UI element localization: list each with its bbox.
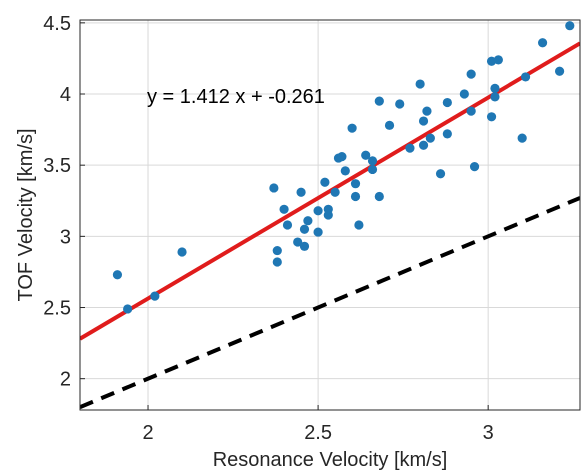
y-axis-ticks: 2 2.5 3 3.5 4 4.5 bbox=[43, 13, 85, 391]
x-tick-label: 2 bbox=[142, 422, 153, 444]
x-tick-label: 3 bbox=[483, 422, 494, 444]
data-point bbox=[469, 162, 480, 172]
data-point bbox=[150, 291, 160, 301]
data-point bbox=[272, 257, 282, 267]
y-tick-label: 4 bbox=[60, 84, 71, 106]
x-tick-label: 2.5 bbox=[304, 422, 332, 444]
data-point bbox=[418, 140, 429, 150]
data-point bbox=[554, 66, 565, 76]
data-point bbox=[459, 89, 469, 99]
data-point bbox=[520, 72, 531, 82]
data-point bbox=[279, 204, 289, 214]
data-point bbox=[466, 69, 476, 79]
data-point bbox=[323, 204, 333, 214]
data-point bbox=[361, 150, 371, 160]
data-point bbox=[299, 241, 310, 251]
data-point bbox=[422, 106, 432, 116]
y-tick-label: 2 bbox=[60, 369, 71, 391]
data-point bbox=[442, 129, 452, 139]
data-point bbox=[112, 270, 123, 280]
data-point bbox=[415, 79, 425, 89]
data-point bbox=[282, 220, 293, 230]
data-point bbox=[442, 97, 452, 108]
data-point bbox=[313, 227, 323, 237]
plot-frame bbox=[79, 19, 581, 411]
data-point bbox=[337, 152, 347, 162]
data-point bbox=[517, 133, 527, 143]
x-axis-title: Resonance Velocity [km/s] bbox=[213, 449, 448, 471]
data-point bbox=[418, 116, 429, 126]
data-point bbox=[354, 220, 364, 230]
data-point bbox=[384, 120, 395, 130]
plot-area bbox=[80, 21, 580, 409]
data-point bbox=[123, 304, 133, 314]
data-point bbox=[493, 55, 503, 65]
data-points bbox=[112, 21, 575, 314]
data-point bbox=[367, 164, 378, 175]
data-point bbox=[367, 156, 378, 166]
data-point bbox=[340, 166, 350, 176]
data-point bbox=[405, 143, 415, 153]
data-point bbox=[313, 206, 323, 216]
data-point bbox=[347, 123, 357, 133]
data-point bbox=[272, 245, 282, 256]
data-point bbox=[425, 133, 435, 143]
data-point bbox=[293, 237, 303, 247]
data-point bbox=[299, 224, 310, 234]
data-point bbox=[490, 83, 500, 93]
y-tick-label: 3.5 bbox=[43, 155, 71, 177]
y-tick-label: 3 bbox=[60, 226, 71, 248]
data-point bbox=[374, 96, 384, 106]
data-point bbox=[303, 216, 313, 226]
data-point bbox=[537, 38, 548, 48]
fit-equation-annotation: y = 1.412 x + -0.261 bbox=[147, 86, 325, 108]
data-point bbox=[330, 187, 340, 197]
data-point bbox=[350, 179, 361, 189]
y-axis-title: TOF Velocity [km/s] bbox=[15, 129, 37, 302]
data-point bbox=[395, 99, 405, 109]
y-tick-label: 4.5 bbox=[43, 13, 71, 35]
data-point bbox=[320, 177, 330, 187]
data-point bbox=[466, 106, 476, 116]
y-tick-label: 2.5 bbox=[43, 298, 71, 320]
data-point bbox=[435, 169, 446, 179]
data-point bbox=[177, 247, 187, 257]
data-point bbox=[350, 191, 361, 202]
data-point bbox=[374, 191, 384, 202]
data-point bbox=[565, 21, 575, 31]
data-point bbox=[490, 92, 500, 102]
data-point bbox=[269, 183, 279, 193]
data-point bbox=[486, 112, 497, 122]
x-axis-ticks: 2 2.5 3 bbox=[142, 405, 494, 444]
data-point bbox=[296, 187, 306, 197]
